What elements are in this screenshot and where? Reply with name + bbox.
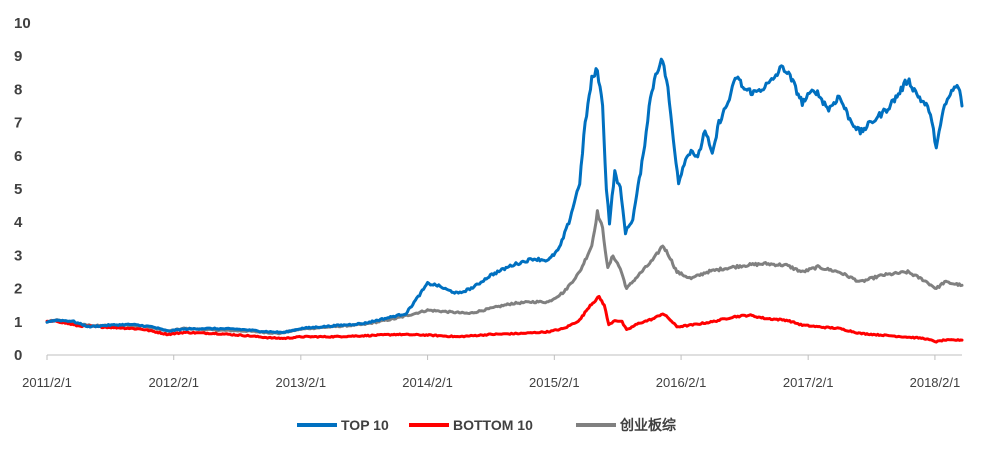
y-tick-label: 1 [14,314,22,331]
x-tick-label: 2014/2/1 [402,375,453,390]
series-line-0 [45,57,964,335]
y-tick-label: 3 [14,247,22,264]
x-tick-label: 2016/2/1 [656,375,707,390]
series-line-1 [45,294,964,344]
y-tick-label: 7 [14,115,22,132]
x-tick-label: 2011/2/1 [22,375,72,390]
x-tick-label: 2015/2/1 [529,375,580,390]
x-tick-label: 2017/2/1 [783,375,834,390]
x-tick-label: 2013/2/1 [276,375,327,390]
legend-label-0: TOP 10 [341,417,389,433]
y-tick-label: 9 [14,48,22,65]
y-tick-label: 4 [14,214,23,231]
y-tick-label: 10 [14,15,31,32]
x-tick-label: 2018/2/1 [910,375,961,390]
y-tick-label: 2 [14,281,22,298]
series-line-2 [45,209,964,336]
legend-label-1: BOTTOM 10 [453,417,533,433]
legend-label-2: 创业板综 [619,417,676,433]
legend: TOP 10 BOTTOM 10 创业板综 [297,417,676,433]
axes: 0 1 2 3 4 5 6 7 8 9 10 2011/2/1 2012/2/1 2013/2/1 2014… [14,15,962,390]
y-tick-label: 0 [14,347,22,364]
x-tick-label: 2012/2/1 [148,375,199,390]
series-lines [45,57,964,344]
y-tick-label: 5 [14,181,22,198]
y-tick-label: 8 [14,81,22,98]
y-tick-label: 6 [14,148,22,165]
